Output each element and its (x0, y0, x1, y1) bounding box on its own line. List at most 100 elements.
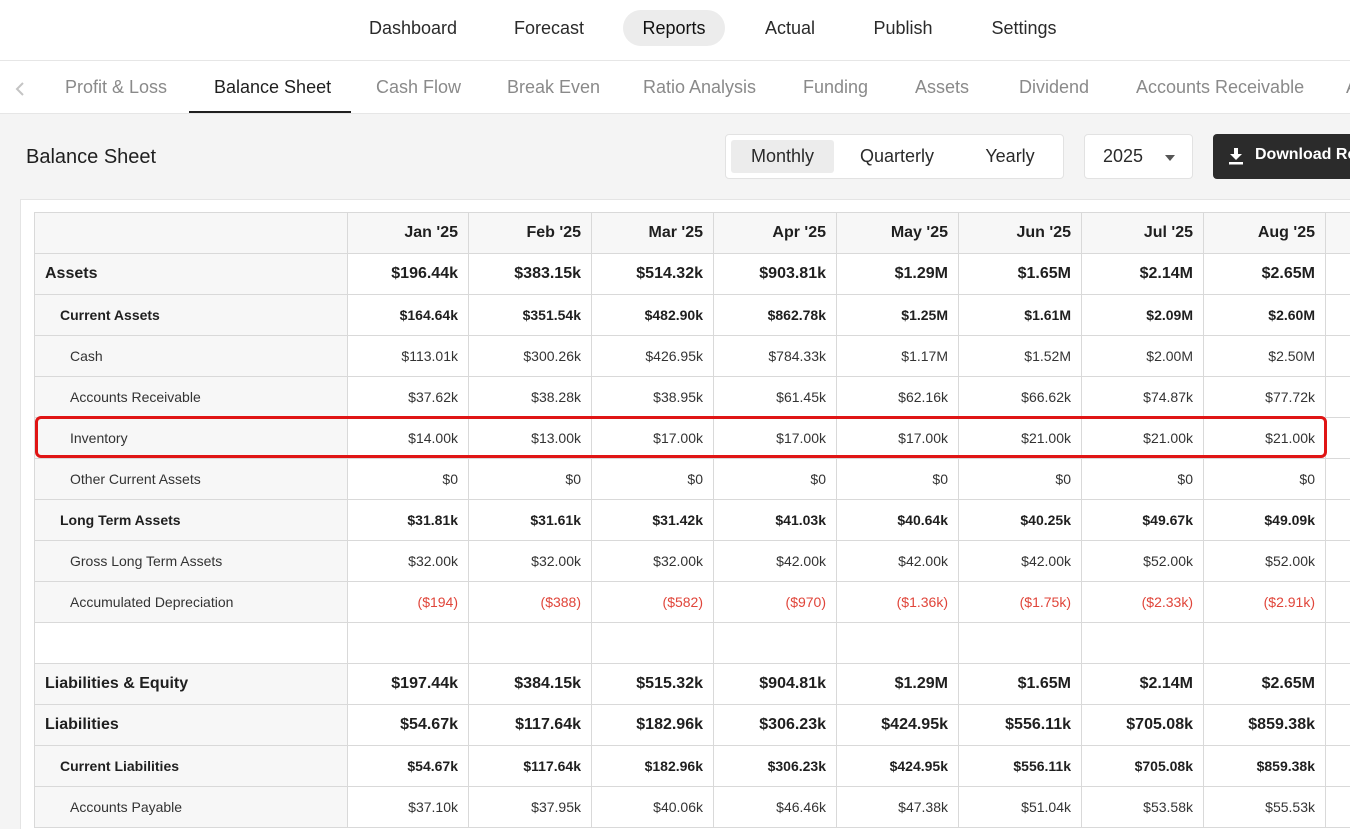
row-overflow-cell (1325, 745, 1350, 787)
tab-profit-loss[interactable]: Profit & Loss (65, 77, 168, 97)
row-value: ($194) (347, 581, 469, 623)
row-value: $21.00k (1203, 417, 1326, 459)
col-header: Jul '25 (1081, 212, 1204, 254)
row-value: $306.23k (713, 704, 837, 746)
nav-actual[interactable]: Actual (764, 18, 816, 38)
row-value: $2.65M (1203, 253, 1326, 295)
row-label: Current Assets (34, 294, 348, 336)
row-value: $1.25M (836, 294, 959, 336)
row-overflow-cell (1325, 335, 1350, 377)
row-value: $859.38k (1203, 704, 1326, 746)
row-value: $515.32k (591, 663, 714, 705)
table-row: Liabilities $54.67k $117.64k $182.96k $306.2… (34, 704, 1350, 746)
period-yearly[interactable]: Yearly (985, 146, 1035, 166)
row-value: $53.58k (1081, 786, 1204, 828)
row-value: $1.52M (958, 335, 1082, 377)
download-button-label: Download Re (1255, 146, 1350, 163)
row-overflow-cell (1325, 540, 1350, 582)
row-value: $0 (591, 458, 714, 500)
tab-accounts-receivable[interactable]: Accounts Receivable (1136, 77, 1305, 97)
row-label (34, 622, 348, 664)
row-value: $2.14M (1081, 663, 1204, 705)
row-value: $182.96k (591, 704, 714, 746)
tab-overflow[interactable]: A (1346, 61, 1350, 113)
nav-publish[interactable]: Publish (873, 18, 933, 38)
row-value: $42.00k (836, 540, 959, 582)
row-value: $2.14M (1081, 253, 1204, 295)
row-value: $37.95k (468, 786, 592, 828)
download-report-button[interactable]: Download Re (1213, 134, 1350, 179)
table-row: Inventory $14.00k $13.00k $17.00k $17.00k $17… (34, 417, 1350, 459)
download-icon (1229, 148, 1243, 165)
row-value: $1.29M (836, 663, 959, 705)
row-value (836, 622, 959, 664)
row-value (347, 622, 469, 664)
row-value: $2.65M (1203, 663, 1326, 705)
tab-balance-sheet[interactable]: Balance Sheet (214, 77, 332, 97)
row-overflow-cell (1325, 663, 1350, 705)
row-value (1203, 622, 1326, 664)
row-label: Accumulated Depreciation (34, 581, 348, 623)
nav-dashboard[interactable]: Dashboard (368, 18, 458, 38)
row-value: $40.64k (836, 499, 959, 541)
row-value: $52.00k (1081, 540, 1204, 582)
col-header: May '25 (836, 212, 959, 254)
row-value: ($1.36k) (836, 581, 959, 623)
row-value: $426.95k (591, 335, 714, 377)
row-value: $705.08k (1081, 745, 1204, 787)
row-value: $904.81k (713, 663, 837, 705)
period-monthly[interactable]: Monthly (731, 140, 834, 173)
row-value: $51.04k (958, 786, 1082, 828)
row-value: $17.00k (591, 417, 714, 459)
caret-down-icon (1165, 155, 1175, 161)
chevron-left-icon[interactable] (10, 79, 30, 99)
row-value: $424.95k (836, 704, 959, 746)
row-value: $62.16k (836, 376, 959, 418)
row-value: $37.10k (347, 786, 469, 828)
row-value: ($1.75k) (958, 581, 1082, 623)
period-quarterly[interactable]: Quarterly (859, 146, 935, 166)
tab-funding[interactable]: Funding (803, 77, 869, 97)
row-value: $196.44k (347, 253, 469, 295)
tab-cash-flow[interactable]: Cash Flow (376, 77, 462, 97)
row-value: $32.00k (468, 540, 592, 582)
row-value: ($582) (591, 581, 714, 623)
row-label: Liabilities (34, 704, 348, 746)
row-overflow-cell (1325, 458, 1350, 500)
row-value: $0 (468, 458, 592, 500)
table-row: Accumulated Depreciation ($194) ($388) ($58… (34, 581, 1350, 623)
table-row: Current Liabilities $54.67k $117.64k $182.9… (34, 745, 1350, 787)
row-value: $862.78k (713, 294, 837, 336)
row-value: $859.38k (1203, 745, 1326, 787)
row-value: $40.06k (591, 786, 714, 828)
row-label: Liabilities & Equity (34, 663, 348, 705)
row-value: $1.65M (958, 663, 1082, 705)
row-value: $1.61M (958, 294, 1082, 336)
row-value: ($970) (713, 581, 837, 623)
year-select[interactable]: 2025 (1084, 134, 1193, 179)
row-value: $41.03k (713, 499, 837, 541)
row-value: $0 (836, 458, 959, 500)
active-tab-indicator (189, 111, 351, 113)
tab-assets[interactable]: Assets (915, 77, 970, 97)
nav-reports[interactable]: Reports (623, 10, 725, 46)
col-header: Jan '25 (347, 212, 469, 254)
table-row: Assets $196.44k $383.15k $514.32k $903.81k $1… (34, 253, 1350, 295)
page-title: Balance Sheet (26, 146, 157, 168)
row-value: $31.61k (468, 499, 592, 541)
table-header-row: Jan '25 Feb '25 Mar '25 Apr '25 May '25 … (34, 212, 1350, 254)
table-row: Current Assets $164.64k $351.54k $482.90k $8… (34, 294, 1350, 336)
tab-break-even[interactable]: Break Even (507, 77, 601, 97)
row-value: $17.00k (836, 417, 959, 459)
tab-dividend[interactable]: Dividend (1019, 77, 1090, 97)
nav-forecast[interactable]: Forecast (513, 18, 585, 38)
row-value: $2.09M (1081, 294, 1204, 336)
row-value: ($2.33k) (1081, 581, 1204, 623)
col-header: Jun '25 (958, 212, 1082, 254)
row-value: $556.11k (958, 745, 1082, 787)
row-value: $784.33k (713, 335, 837, 377)
nav-settings[interactable]: Settings (991, 18, 1057, 38)
period-toggle: Monthly Quarterly Yearly (725, 134, 1064, 179)
row-label: Other Current Assets (34, 458, 348, 500)
tab-ratio-analysis[interactable]: Ratio Analysis (643, 77, 757, 97)
